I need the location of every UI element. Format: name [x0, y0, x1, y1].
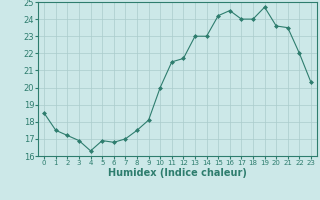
X-axis label: Humidex (Indice chaleur): Humidex (Indice chaleur)	[108, 168, 247, 178]
